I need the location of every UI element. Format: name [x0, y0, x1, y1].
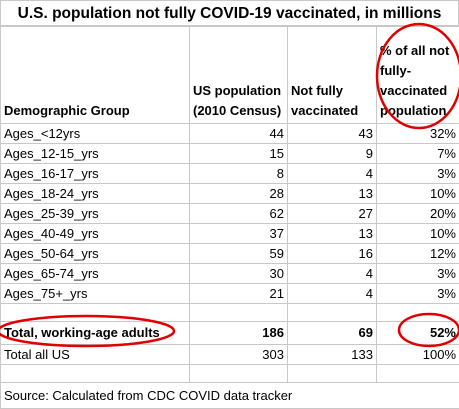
cell-not-vaccinated: 13	[288, 184, 377, 204]
empty-cell	[377, 304, 459, 322]
empty-cell	[377, 365, 459, 383]
header-row: Demographic Group US population (2010 Ce…	[1, 27, 459, 124]
cell-not-vaccinated: 69	[288, 322, 377, 345]
data-table: Demographic Group US population (2010 Ce…	[0, 26, 459, 409]
cell-percent: 3%	[377, 164, 459, 184]
cell-group: Total, working-age adults	[1, 322, 190, 345]
cell-group: Ages_75+_yrs	[1, 284, 190, 304]
empty-row	[1, 365, 459, 383]
cell-group: Ages_40-49_yrs	[1, 224, 190, 244]
header-percent-not-vaccinated: % of all not fully-vaccinated population	[377, 27, 459, 124]
cell-not-vaccinated: 4	[288, 264, 377, 284]
cell-population: 44	[190, 124, 288, 144]
empty-cell	[1, 304, 190, 322]
cell-percent: 12%	[377, 244, 459, 264]
header-not-fully-vaccinated: Not fully vaccinated	[288, 27, 377, 124]
cell-population: 59	[190, 244, 288, 264]
table-row: Ages_40-49_yrs 37 13 10%	[1, 224, 459, 244]
table-row: Ages_75+_yrs 21 4 3%	[1, 284, 459, 304]
table-row: Ages_50-64_yrs 59 16 12%	[1, 244, 459, 264]
cell-not-vaccinated: 4	[288, 164, 377, 184]
empty-cell	[288, 365, 377, 383]
empty-cell	[190, 365, 288, 383]
header-demographic-group: Demographic Group	[1, 27, 190, 124]
cell-not-vaccinated: 43	[288, 124, 377, 144]
cell-population: 8	[190, 164, 288, 184]
empty-row	[1, 304, 459, 322]
cell-not-vaccinated: 27	[288, 204, 377, 224]
cell-not-vaccinated: 133	[288, 345, 377, 365]
cell-percent: 3%	[377, 284, 459, 304]
cell-not-vaccinated: 16	[288, 244, 377, 264]
cell-group: Ages_50-64_yrs	[1, 244, 190, 264]
table-row: Ages_12-15_yrs 15 9 7%	[1, 144, 459, 164]
cell-population: 186	[190, 322, 288, 345]
cell-group: Ages_18-24_yrs	[1, 184, 190, 204]
cell-population: 62	[190, 204, 288, 224]
cell-population: 30	[190, 264, 288, 284]
cell-percent: 32%	[377, 124, 459, 144]
cell-percent: 10%	[377, 224, 459, 244]
total-all-row: Total all US 303 133 100%	[1, 345, 459, 365]
table-row: Ages_16-17_yrs 8 4 3%	[1, 164, 459, 184]
table-row: Ages_65-74_yrs 30 4 3%	[1, 264, 459, 284]
cell-group: Ages_12-15_yrs	[1, 144, 190, 164]
cell-group: Total all US	[1, 345, 190, 365]
cell-population: 37	[190, 224, 288, 244]
source-row: Source: Calculated from CDC COVID data t…	[1, 383, 459, 409]
cell-percent: 7%	[377, 144, 459, 164]
empty-cell	[288, 304, 377, 322]
cell-not-vaccinated: 13	[288, 224, 377, 244]
cell-group: Ages_65-74_yrs	[1, 264, 190, 284]
cell-percent: 20%	[377, 204, 459, 224]
cell-population: 303	[190, 345, 288, 365]
cell-population: 15	[190, 144, 288, 164]
total-working-age-row: Total, working-age adults 186 69 52%	[1, 322, 459, 345]
header-us-population: US population (2010 Census)	[190, 27, 288, 124]
source-note: Source: Calculated from CDC COVID data t…	[1, 383, 459, 409]
table-row: Ages_18-24_yrs 28 13 10%	[1, 184, 459, 204]
table-row: Ages_25-39_yrs 62 27 20%	[1, 204, 459, 224]
empty-cell	[1, 365, 190, 383]
cell-group: Ages_<12yrs	[1, 124, 190, 144]
cell-percent: 10%	[377, 184, 459, 204]
empty-cell	[190, 304, 288, 322]
cell-percent: 3%	[377, 264, 459, 284]
cell-population: 21	[190, 284, 288, 304]
cell-not-vaccinated: 9	[288, 144, 377, 164]
cell-not-vaccinated: 4	[288, 284, 377, 304]
table-row: Ages_<12yrs 44 43 32%	[1, 124, 459, 144]
cell-group: Ages_25-39_yrs	[1, 204, 190, 224]
table-title: U.S. population not fully COVID-19 vacci…	[0, 0, 459, 26]
cell-percent: 100%	[377, 345, 459, 365]
cell-population: 28	[190, 184, 288, 204]
cell-percent: 52%	[377, 322, 459, 345]
cell-group: Ages_16-17_yrs	[1, 164, 190, 184]
